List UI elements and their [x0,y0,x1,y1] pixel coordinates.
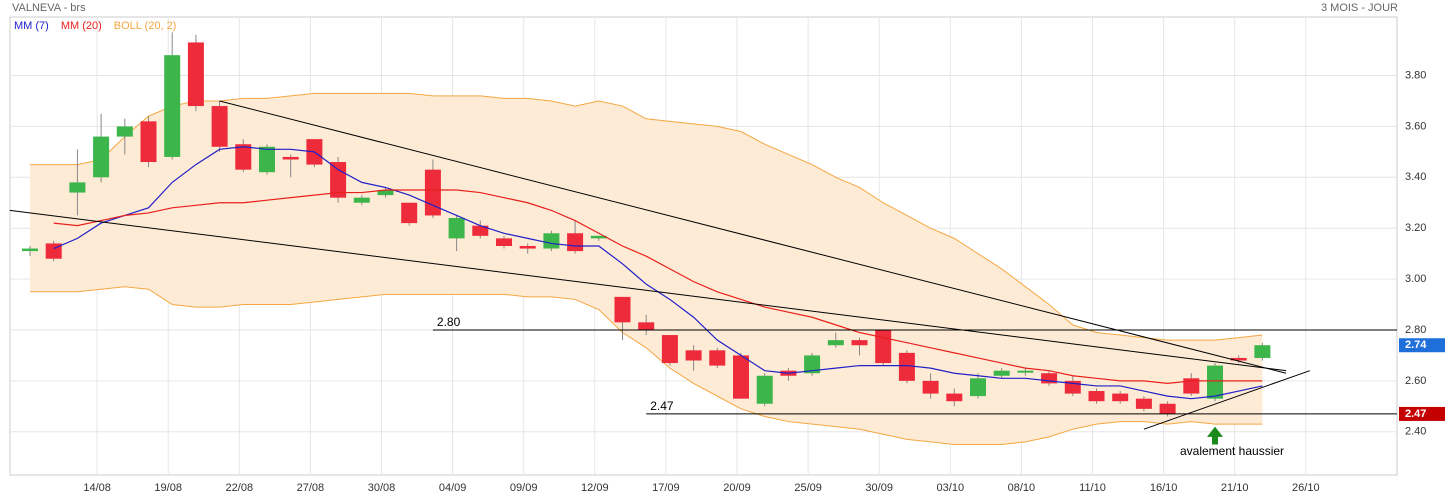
candle-body [116,126,133,137]
candle-body [733,355,749,399]
candle-body [756,375,773,404]
y-tick-label: 2.60 [1405,375,1426,387]
x-tick-label: 30/09 [865,482,893,494]
candle-body [235,144,252,170]
x-tick-label: 19/08 [154,482,182,494]
trend-line [1143,370,1310,430]
candle-body [1088,391,1105,402]
candle-body [1017,370,1034,373]
candle-body [282,156,299,160]
x-tick-label: 08/10 [1008,482,1036,494]
y-tick-label: 3.00 [1405,273,1426,285]
boll-lower [30,286,1263,445]
y-tick-label: 2.40 [1405,426,1426,438]
boll-upper [30,92,1263,341]
candle-body [946,393,963,402]
candle-body [519,246,536,249]
y-tick-label: 3.60 [1405,120,1426,132]
chart-title: VALNEVA - brs [12,2,86,14]
x-tick-label: 03/10 [937,482,965,494]
x-tick-label: 25/09 [794,482,822,494]
candle-body [1254,345,1271,358]
candle-body [567,233,584,252]
candle-body [614,296,631,323]
candle-body [804,355,821,374]
x-tick-label: 04/09 [439,482,467,494]
period-label: 3 MOIS - JOUR [1321,2,1398,14]
candle-body [875,329,892,364]
trend-line [9,209,1287,372]
x-tick-label: 30/08 [368,482,396,494]
candle-body [448,218,465,239]
candle-body [1159,403,1176,414]
legend-entry: MM (7) [14,20,49,32]
candle-body [1135,398,1152,409]
candle-body [164,55,181,157]
candle-body [1112,393,1129,402]
candle-body [851,340,868,346]
x-tick-label: 27/08 [297,482,325,494]
x-tick-label: 16/10 [1150,482,1178,494]
annotation-arrow [1207,426,1223,445]
level-label: 2.47 [650,399,674,413]
candle-body [661,335,678,364]
y-tick-label: 3.20 [1405,222,1426,234]
price-tag-label: 2.47 [1405,408,1426,420]
candle-body [1041,373,1058,384]
candle-body [993,370,1010,376]
candle-body [330,162,347,198]
candle-body [709,350,726,366]
candle-body [1183,378,1200,394]
x-tick-label: 17/09 [652,482,680,494]
x-tick-label: 12/09 [581,482,609,494]
candle-body [140,121,157,163]
y-tick-label: 2.80 [1405,324,1426,336]
candle-body [970,378,986,397]
legend-entry: MM (20) [61,20,102,32]
x-tick-label: 20/09 [723,482,751,494]
candle-body [685,350,702,361]
x-tick-label: 21/10 [1221,482,1249,494]
x-tick-label: 26/10 [1292,482,1320,494]
candle-body [1207,365,1223,399]
x-tick-label: 11/10 [1079,482,1106,494]
candle-body [1230,357,1247,361]
x-tick-label: 14/08 [83,482,111,494]
y-tick-label: 3.80 [1405,69,1426,81]
candle-body [187,42,204,107]
level-label: 2.80 [437,315,461,329]
candle-body [898,352,915,381]
candle-body [472,225,489,236]
moving-average [53,189,1263,385]
candle-body [353,197,370,203]
candle-body [922,380,939,394]
candle-body [590,235,607,239]
candle-body [827,340,844,346]
candle-body [496,238,512,246]
x-tick-label: 22/08 [226,482,254,494]
price-tag [1399,406,1445,421]
candle-body [401,202,418,224]
price-tag-label: 2.74 [1405,339,1427,351]
candle-body [377,190,394,196]
y-tick-label: 3.40 [1405,171,1426,183]
candle-body [22,248,38,252]
candle-body [93,136,110,178]
candle-body [638,322,655,330]
candle-body [424,169,441,216]
candle-body [69,182,86,193]
trend-line [219,100,1287,374]
candle-body [211,106,228,147]
legend-entry: BOLL (20, 2) [114,20,177,32]
candle-body [259,146,275,173]
price-tag [1399,338,1445,353]
annotation-text: avalement haussier [1180,444,1284,458]
x-tick-label: 09/09 [510,482,538,494]
candle-body [543,233,560,249]
